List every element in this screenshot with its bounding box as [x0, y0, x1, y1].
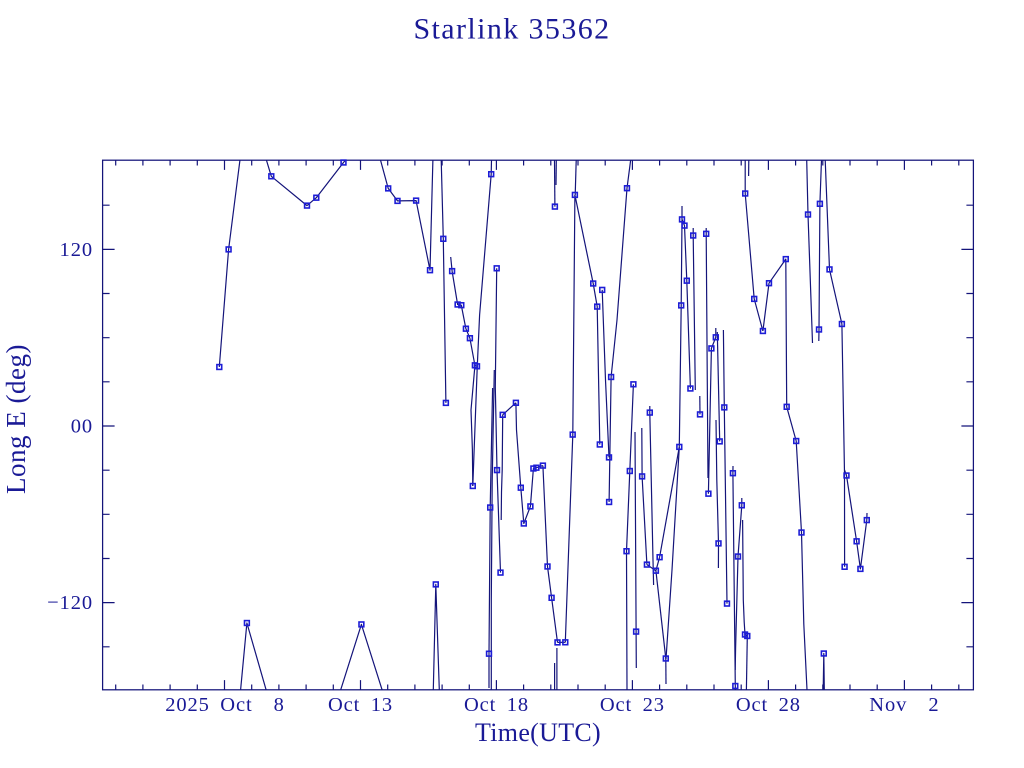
svg-text:120: 120: [60, 239, 93, 261]
svg-text:Oct 18: Oct 18: [464, 694, 529, 716]
svg-text:Starlink 35362: Starlink 35362: [413, 13, 610, 46]
svg-text:Oct 28: Oct 28: [736, 694, 801, 716]
svg-text:Nov 2: Nov 2: [869, 694, 939, 716]
svg-text:2025 Oct 8: 2025 Oct 8: [165, 694, 285, 716]
svg-text:Oct 23: Oct 23: [600, 694, 665, 716]
svg-text:−120: −120: [47, 592, 93, 614]
svg-text:Long E (deg): Long E (deg): [1, 344, 31, 494]
svg-text:Time(UTC): Time(UTC): [475, 718, 601, 747]
svg-text:Oct 13: Oct 13: [328, 694, 393, 716]
svg-text:00: 00: [71, 416, 93, 438]
